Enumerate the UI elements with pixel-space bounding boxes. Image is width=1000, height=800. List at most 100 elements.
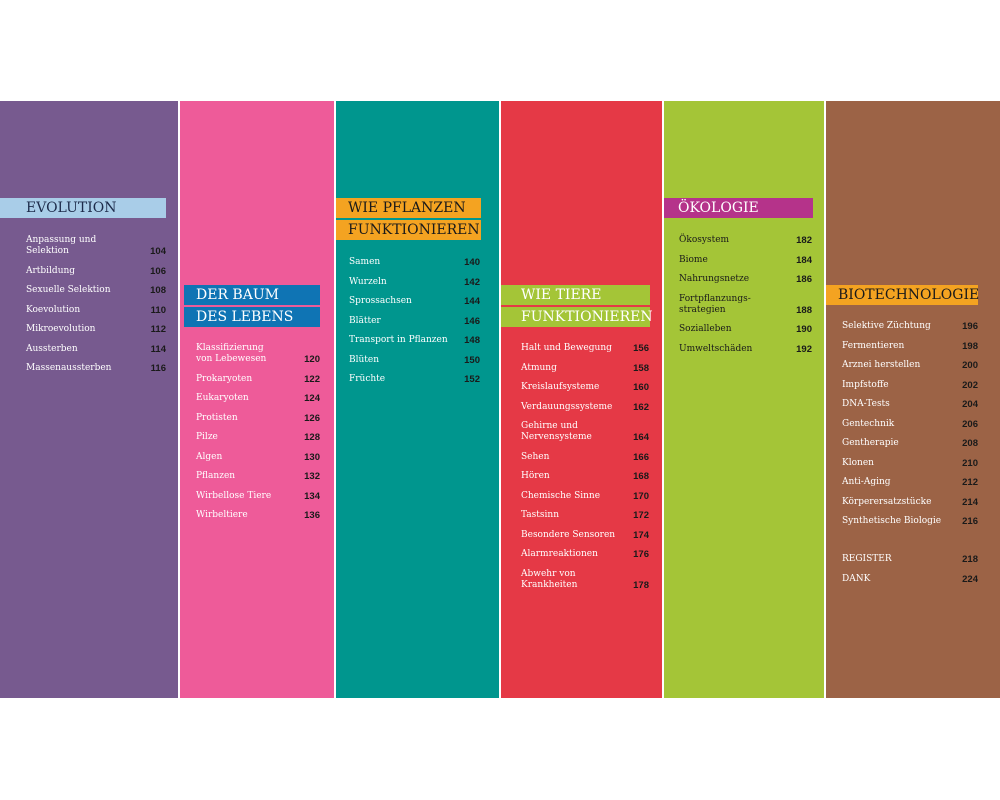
toc-entry-page: 188 bbox=[796, 304, 812, 316]
toc-entry-title: Besondere Sensoren bbox=[521, 529, 616, 540]
toc-entry-title: Kreislaufsysteme bbox=[521, 382, 600, 392]
toc-entry: Wirbeltiere 136 bbox=[196, 510, 320, 521]
toc-entry: Kreislaufsysteme 160 bbox=[521, 382, 649, 393]
toc-entry-page: 218 bbox=[962, 554, 978, 565]
toc-entry: Besondere Sensoren 174 bbox=[521, 530, 649, 541]
toc-entry-page: 174 bbox=[633, 529, 649, 541]
toc-entry-page: 164 bbox=[633, 432, 649, 443]
toc-entry-title: Gentherapie bbox=[842, 438, 899, 448]
toc-entry-title: Tastsinn bbox=[521, 510, 559, 520]
biotech-band bbox=[826, 101, 1000, 698]
toc-entry: Algen 130 bbox=[196, 452, 320, 463]
toc-entry: Klassifizierung von Lebewesen 120 bbox=[196, 343, 320, 365]
toc-entry-title: Samen bbox=[349, 257, 381, 267]
toc-entry-page: 202 bbox=[962, 379, 978, 391]
toc-entry: Biome 184 bbox=[679, 255, 812, 266]
toc-entry: Tastsinn 172 bbox=[521, 510, 649, 521]
section-heading-biotech: BIOTECHNOLOGIE bbox=[826, 285, 979, 305]
toc-entry-page: 140 bbox=[464, 257, 480, 268]
toc-entry-title: REGISTER bbox=[842, 554, 892, 564]
plants-band bbox=[336, 101, 499, 698]
toc-entry-title: Anpassung und Selektion bbox=[26, 235, 97, 256]
toc-entry-page: 148 bbox=[464, 335, 480, 346]
toc-entry-page: 216 bbox=[962, 516, 978, 527]
toc-entry-title: Wirbeltiere bbox=[196, 510, 248, 520]
toc-entry-title: Blüten bbox=[349, 354, 380, 365]
toc-entry-title: Körperersatzstücke bbox=[842, 496, 932, 507]
toc-entry: Nahrungsnetze 186 bbox=[679, 274, 812, 285]
toc-entry-page: 126 bbox=[304, 412, 320, 424]
toc-entry-page: 116 bbox=[150, 363, 166, 374]
toc-entry-title: Sexuelle Selektion bbox=[26, 285, 111, 295]
toc-list-ecology: Ökosystem 182 Biome 184 Nahrungsnetze 186 Fort… bbox=[679, 235, 812, 363]
toc-entry-page: 204 bbox=[962, 399, 978, 410]
toc-entry-title: Biome bbox=[679, 254, 708, 265]
toc-entry: Prokaryoten 122 bbox=[196, 374, 320, 385]
toc-entry: Samen 140 bbox=[349, 257, 480, 268]
toc-entry-title: Arznei herstellen bbox=[842, 360, 921, 370]
toc-entry: Synthetische Biologie 216 bbox=[842, 516, 978, 527]
toc-entry-title: Atmung bbox=[521, 362, 557, 373]
toc-entry-page: 208 bbox=[962, 438, 978, 449]
toc-entry-page: 170 bbox=[633, 490, 649, 502]
toc-entry: Arznei herstellen 200 bbox=[842, 360, 978, 371]
toc-entry-title: Klonen bbox=[842, 457, 874, 468]
toc-entry-page: 206 bbox=[962, 418, 978, 430]
toc-entry-page: 112 bbox=[150, 324, 166, 335]
toc-entry: Halt und Bewegung 156 bbox=[521, 343, 649, 354]
toc-entry: Alarmreaktionen 176 bbox=[521, 549, 649, 560]
toc-entry-title: Mikroevolution bbox=[26, 324, 96, 334]
toc-entry: Artbildung 106 bbox=[26, 266, 166, 277]
toc-entry-title: Blätter bbox=[349, 315, 381, 326]
toc-entry-title: Sprossachsen bbox=[349, 296, 412, 306]
toc-list-biotech: Selektive Züchtung 196 Fermentieren 198 Arzn… bbox=[842, 321, 978, 536]
toc-entry-page: 106 bbox=[150, 265, 166, 277]
toc-entry-page: 156 bbox=[633, 343, 649, 354]
toc-entry-title: Nahrungsnetze bbox=[679, 274, 750, 284]
toc-entry: Massenaussterben 116 bbox=[26, 363, 166, 374]
toc-entry: Verdauungssysteme 162 bbox=[521, 402, 649, 413]
toc-entry-title: Wirbellose Tiere bbox=[196, 490, 272, 501]
toc-entry: Wirbellose Tiere 134 bbox=[196, 491, 320, 502]
toc-entry-page: 146 bbox=[464, 315, 480, 327]
toc-entry-page: 210 bbox=[962, 457, 978, 469]
toc-entry: Blüten 150 bbox=[349, 355, 480, 366]
toc-entry: Blätter 146 bbox=[349, 316, 480, 327]
toc-entry: Hören 168 bbox=[521, 471, 649, 482]
section-heading-animals-line1: WIE TIERE bbox=[501, 285, 650, 305]
toc-entry-title: Hören bbox=[521, 471, 550, 481]
toc-entry: Mikroevolution 112 bbox=[26, 324, 166, 335]
toc-entry-page: 136 bbox=[304, 510, 320, 521]
toc-entry-page: 108 bbox=[150, 285, 166, 296]
section-heading-plants-line2: FUNKTIONIEREN bbox=[336, 220, 481, 240]
toc-entry-page: 128 bbox=[304, 432, 320, 443]
toc-entry-page: 144 bbox=[464, 296, 480, 307]
section-heading-tree-line1: DER BAUM bbox=[184, 285, 320, 305]
toc-entry-title: Transport in Pflanzen bbox=[349, 335, 448, 345]
toc-entry-page: 214 bbox=[962, 496, 978, 508]
toc-entry-title: Klassifizierung von Lebewesen bbox=[196, 343, 267, 364]
toc-entry: REGISTER 218 bbox=[842, 554, 978, 565]
toc-entry: Protisten 126 bbox=[196, 413, 320, 424]
evolution-band bbox=[0, 101, 178, 698]
toc-list-animals: Halt und Bewegung 156 Atmung 158 Kreislaufsy… bbox=[521, 343, 649, 599]
toc-entry-title: Protisten bbox=[196, 412, 238, 423]
toc-entry-title: Früchte bbox=[349, 374, 386, 384]
toc-entry-title: Verdauungssysteme bbox=[521, 401, 613, 412]
toc-entry-page: 152 bbox=[464, 374, 480, 385]
toc-entry-page: 158 bbox=[633, 362, 649, 374]
tree-of-life-band bbox=[180, 101, 334, 698]
toc-entry: Anpassung und Selektion 104 bbox=[26, 235, 166, 257]
toc-entry-page: 114 bbox=[150, 343, 166, 355]
toc-entry-page: 224 bbox=[962, 573, 978, 585]
section-heading-evolution: EVOLUTION bbox=[0, 198, 166, 218]
toc-entry-page: 124 bbox=[304, 393, 320, 404]
toc-entry-page: 132 bbox=[304, 471, 320, 482]
toc-entry-title: DANK bbox=[842, 573, 871, 584]
toc-entry: Gehirne und Nervensysteme 164 bbox=[521, 421, 649, 443]
toc-entry: Sexuelle Selektion 108 bbox=[26, 285, 166, 296]
toc-entry-page: 196 bbox=[962, 321, 978, 332]
toc-entry: Transport in Pflanzen 148 bbox=[349, 335, 480, 346]
toc-entry-page: 120 bbox=[304, 354, 320, 365]
animals-band bbox=[501, 101, 662, 698]
